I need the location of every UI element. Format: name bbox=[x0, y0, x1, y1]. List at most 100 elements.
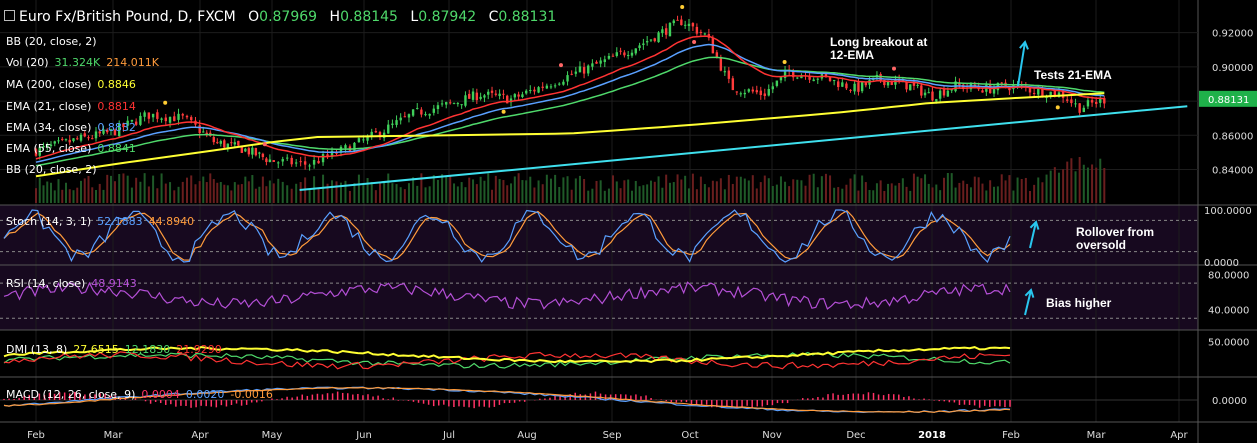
fractal-dot bbox=[692, 40, 697, 45]
candle-body bbox=[471, 91, 475, 100]
candle-body bbox=[719, 56, 723, 71]
volume-bar bbox=[578, 175, 581, 203]
volume-bar bbox=[436, 179, 439, 203]
volume-bar bbox=[254, 188, 257, 203]
fractal-dot bbox=[892, 66, 896, 71]
volume-bar bbox=[510, 183, 513, 203]
high-label: H bbox=[329, 9, 341, 25]
volume-bar bbox=[759, 182, 762, 203]
volume-bar bbox=[265, 186, 268, 203]
candle-body bbox=[173, 116, 176, 122]
candle-body bbox=[687, 23, 691, 26]
candle-body bbox=[824, 73, 828, 77]
volume-bar bbox=[687, 188, 690, 203]
candle-body bbox=[615, 52, 618, 56]
volume-bar bbox=[1012, 190, 1015, 203]
volume-bar bbox=[558, 186, 561, 203]
volume-bar bbox=[841, 188, 844, 203]
legend-ema21-value: 0.8814 bbox=[97, 100, 136, 113]
volume-bar bbox=[727, 174, 730, 203]
volume-bar bbox=[370, 182, 373, 203]
candle-body bbox=[771, 86, 774, 90]
volume-bar bbox=[1020, 179, 1023, 203]
dmi-value-minus: 21.9290 bbox=[176, 343, 222, 356]
candle-body bbox=[626, 54, 630, 56]
candle-body bbox=[94, 131, 98, 139]
annotation-breakout-line1: Long breakout at bbox=[830, 35, 928, 49]
stoch-k-line bbox=[3, 209, 1011, 264]
candle-body bbox=[942, 89, 946, 96]
candle-body bbox=[407, 114, 411, 118]
volume-bar bbox=[190, 175, 193, 203]
candle-body bbox=[198, 125, 201, 134]
candle-body bbox=[1078, 103, 1081, 113]
candle-body bbox=[739, 93, 743, 95]
candle-body bbox=[566, 75, 569, 82]
panel-price bbox=[0, 0, 1198, 205]
volume-bar bbox=[122, 173, 125, 203]
candle-body bbox=[424, 114, 427, 116]
volume-bar bbox=[541, 184, 544, 203]
legend-vol[interactable]: Vol (20) 31.324K 214.011K bbox=[6, 56, 165, 69]
legend-rsi[interactable]: RSI (14, close) 48.9143 bbox=[6, 277, 143, 290]
legend-ema34[interactable]: EMA (34, close) 0.8832 bbox=[6, 121, 142, 134]
volume-bar bbox=[630, 190, 633, 203]
volume-bar bbox=[113, 181, 116, 203]
candle-body bbox=[886, 81, 890, 86]
candle-body bbox=[181, 114, 184, 116]
legend-ema21[interactable]: EMA (21, close) 0.8814 bbox=[6, 100, 142, 113]
x-tick-label: Sep bbox=[603, 430, 622, 441]
candle-body bbox=[303, 161, 307, 165]
volume-bar bbox=[684, 175, 687, 203]
candle-body bbox=[857, 82, 860, 92]
volume-bar bbox=[898, 182, 901, 203]
symbol-header: Euro Fx/British Pound, D, FXCM O0.87969 … bbox=[4, 9, 556, 25]
legend-ma200[interactable]: MA (200, close) 0.8846 bbox=[6, 78, 142, 91]
legend-macd[interactable]: MACD (12, 26, close, 9) 0.0004 0.0020 -0.00… bbox=[6, 388, 279, 401]
volume-bar bbox=[525, 180, 528, 203]
x-tick-label: Mar bbox=[1087, 430, 1107, 441]
candle-body bbox=[160, 118, 163, 120]
volume-bar bbox=[812, 173, 815, 203]
x-tick-label: Mar bbox=[104, 430, 124, 441]
legend-stoch[interactable]: Stoch (14, 3, 1) 52.1883 44.8940 bbox=[6, 215, 200, 228]
candle-body bbox=[763, 93, 766, 97]
volume-bar bbox=[642, 185, 645, 203]
legend-bb2[interactable]: BB (20, close, 2) bbox=[6, 163, 103, 176]
candle-body bbox=[1066, 99, 1069, 101]
volume-bar bbox=[445, 176, 448, 203]
candle-body bbox=[992, 88, 996, 94]
volume-bar bbox=[432, 175, 435, 203]
collapse-box-icon[interactable] bbox=[4, 9, 15, 21]
volume-bar bbox=[570, 189, 573, 203]
candle-body bbox=[664, 28, 668, 35]
legend-dmi[interactable]: DMI (13, 8) 27.6515 12.1830 21.9290 bbox=[6, 343, 228, 356]
volume-bar bbox=[46, 181, 49, 203]
volume-bar bbox=[966, 183, 969, 203]
macd-value-hist: 0.0004 bbox=[141, 388, 180, 401]
volume-bar bbox=[237, 184, 240, 203]
candle-body bbox=[587, 65, 590, 74]
volume-bar bbox=[98, 183, 101, 203]
candle-body bbox=[751, 89, 754, 92]
annotation-breakout: Long breakout at 12-EMA bbox=[830, 36, 927, 62]
volume-bar bbox=[792, 179, 795, 203]
volume-bar bbox=[53, 190, 56, 203]
candle-body bbox=[494, 93, 498, 95]
volume-bar bbox=[498, 179, 501, 203]
candle-body bbox=[46, 144, 49, 147]
legend-ema34-value: 0.8832 bbox=[97, 121, 136, 134]
candle-body bbox=[258, 152, 261, 154]
candle-body bbox=[864, 82, 868, 86]
fractal-dot bbox=[1055, 105, 1060, 110]
volume-bar bbox=[416, 185, 419, 203]
legend-ema55[interactable]: EMA (55, close) 0.8841 bbox=[6, 142, 142, 155]
candle-body bbox=[816, 78, 819, 80]
candle-body bbox=[894, 79, 897, 85]
volume-bar bbox=[977, 177, 980, 203]
candle-body bbox=[126, 120, 129, 126]
volume-bar bbox=[985, 190, 988, 203]
volume-bar bbox=[1053, 167, 1056, 203]
legend-bb1[interactable]: BB (20, close, 2) bbox=[6, 35, 103, 48]
